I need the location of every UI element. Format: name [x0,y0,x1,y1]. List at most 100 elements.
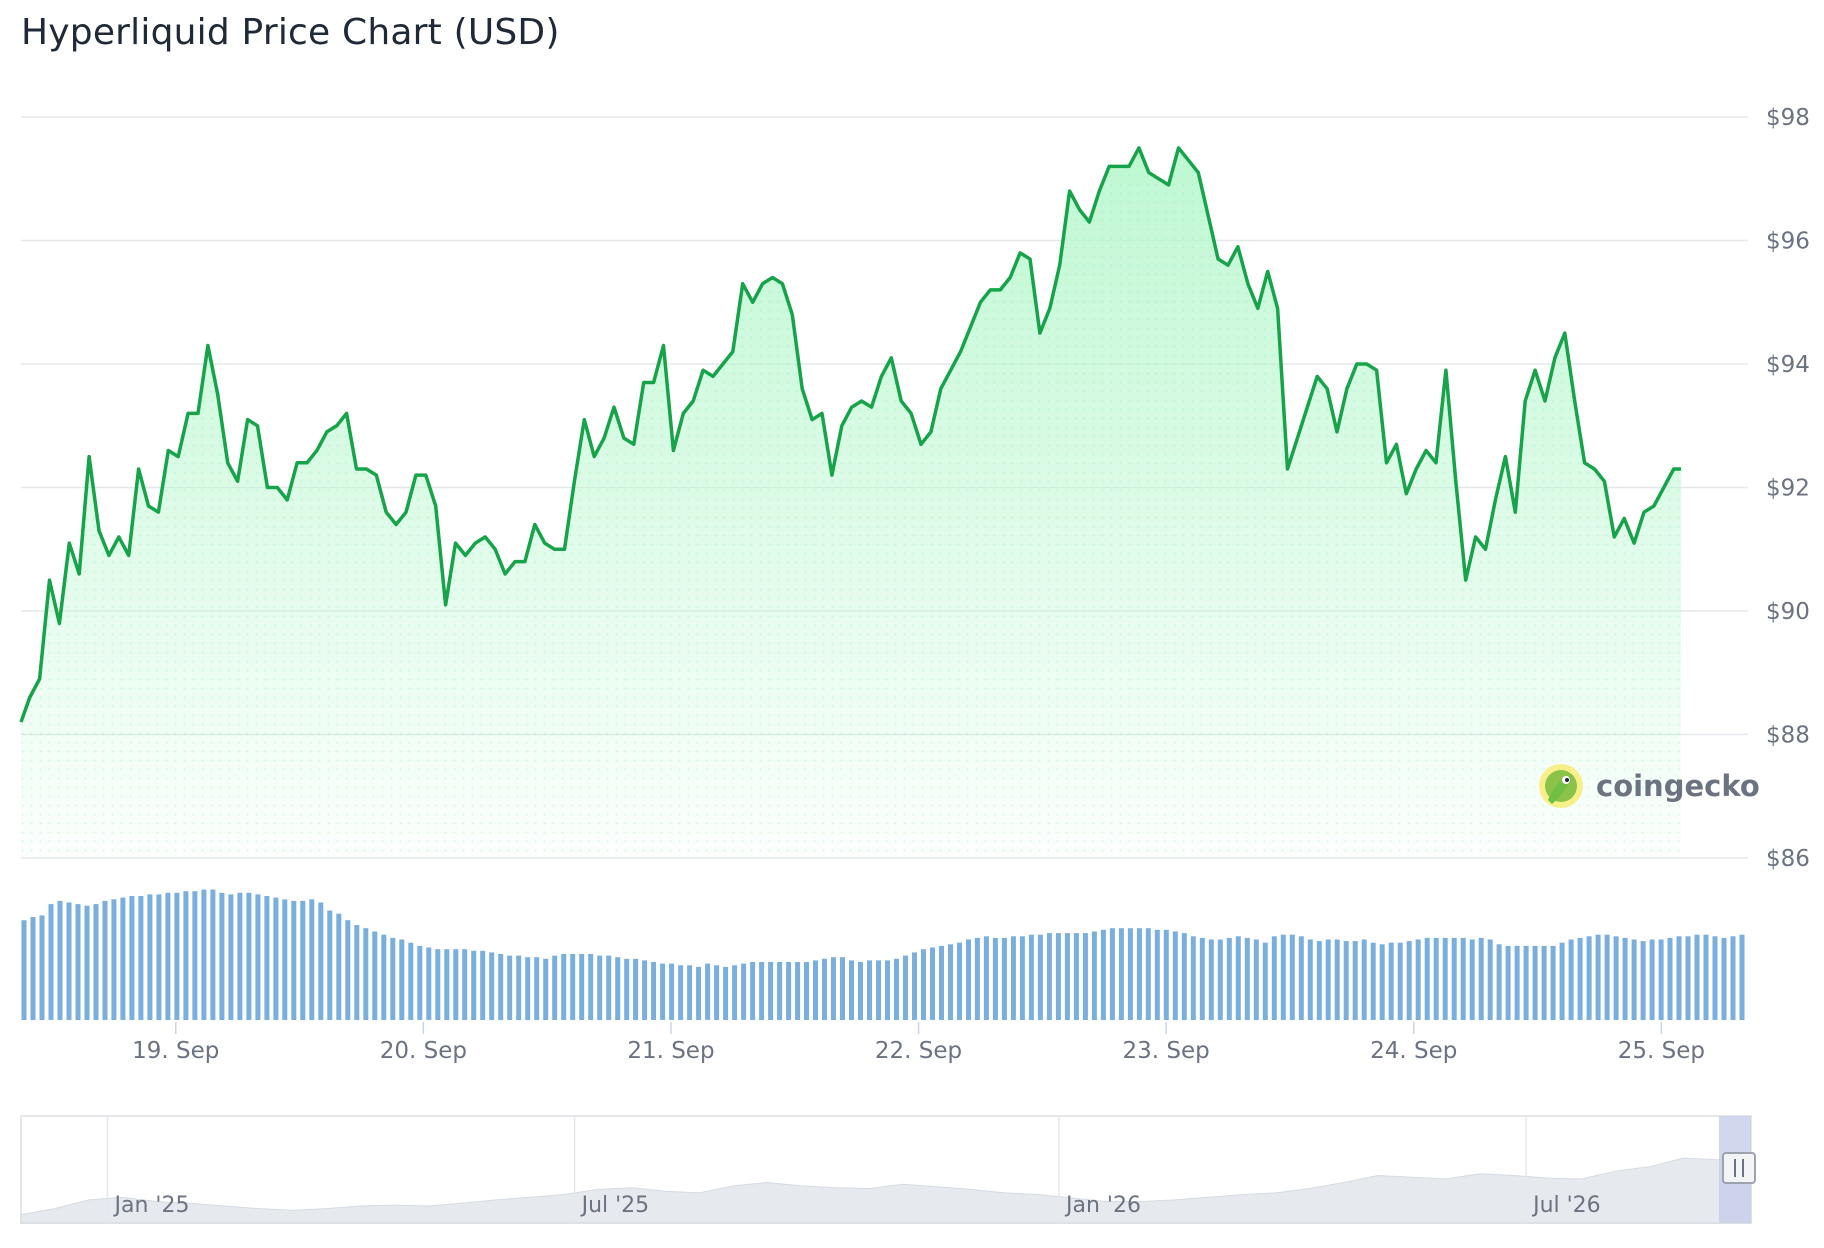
volume-bar [1190,936,1196,1020]
volume-bar [111,899,117,1020]
navigator-history-area [20,1155,1752,1224]
volume-bar [399,939,405,1020]
volume-bar [309,899,315,1020]
volume-bar [858,962,863,1020]
volume-bar [417,945,423,1020]
volume-bar [1676,936,1682,1020]
volume-bar [759,962,765,1020]
volume-bar [813,960,818,1020]
volume-bar [687,965,693,1020]
volume-bar [1622,937,1628,1020]
volume-bar [30,917,36,1020]
volume-bar [1496,944,1502,1020]
x-axis: 19. Sep 20. Sep 21. Sep 22. Sep 23. Sep 24. S… [132,1022,1705,1064]
volume-bar [1001,937,1007,1020]
x-tick-label: 19. Sep [132,1038,219,1064]
volume-bar [84,905,90,1020]
volume-bar [678,965,684,1020]
volume-bar [426,947,432,1020]
navigator-labels: Jan '25 Jul '25 Jan '26 Jul '26 [113,1193,1601,1218]
volume-bar [1604,934,1610,1020]
volume-bar [102,900,108,1020]
volume-bar [1730,936,1736,1020]
coingecko-watermark: coingecko [1539,764,1760,808]
volume-bar [624,958,630,1020]
volume-bar [300,900,306,1020]
y-axis: $98 $96 $94 $92 $90 $88 $86 [1766,105,1810,872]
chart-title: Hyperliquid Price Chart (USD) [21,12,560,53]
volume-bar [1541,945,1547,1020]
volume-bar [723,966,729,1020]
volume-bar [1082,933,1088,1020]
volume-bar [1586,936,1592,1020]
volume-bar [669,963,675,1020]
volume-bar [390,937,396,1020]
navigator-handle[interactable] [1722,1152,1756,1184]
volume-bar [1208,939,1214,1020]
volume-bar [1685,936,1691,1020]
volume-bar [1334,939,1340,1020]
volume-bar [435,949,441,1020]
volume-bar [57,900,63,1020]
volume-bar [1559,942,1565,1020]
volume-bar [786,962,792,1020]
volume-bar [1613,936,1619,1020]
volume-bar [1262,942,1268,1020]
price-line[interactable] [19,146,1682,723]
volume-bar [1379,944,1385,1020]
volume-bar [471,950,477,1020]
coingecko-brand-text: coingecko [1596,769,1760,803]
volume-bar [1550,945,1556,1020]
volume-bar [876,960,881,1020]
volume-bar [615,957,621,1020]
volume-bar [1055,933,1061,1020]
volume-bar [1640,941,1646,1020]
volume-bar [174,892,180,1020]
x-tick-label: 22. Sep [875,1038,962,1064]
volume-bar [1505,945,1511,1020]
navigator-label: Jan '26 [1064,1193,1141,1218]
volume-bar [228,894,234,1020]
volume-bar [696,966,702,1020]
volume-bar [1199,937,1205,1020]
volume-bar [1127,928,1133,1020]
price-line-group[interactable] [19,146,1682,723]
volume-bar [255,894,261,1020]
volume-bar [1100,929,1106,1020]
volume-bar [1325,939,1331,1020]
volume-bar [453,949,459,1020]
volume-bar [1406,941,1412,1020]
y-tick-label: $90 [1766,599,1810,625]
volume-bar [165,892,171,1020]
volume-bar [246,892,252,1020]
volume-bar [363,928,369,1020]
volume-bar [930,947,935,1020]
volume-bar [1226,937,1232,1020]
volume-bar [129,896,135,1020]
volume-bar [1739,934,1745,1020]
x-tick-label: 25. Sep [1618,1038,1705,1064]
volume-bar [1649,939,1655,1020]
volume-bar [561,954,567,1020]
volume-bar [48,904,54,1020]
range-navigator[interactable]: Jan '25 Jul '25 Jan '26 Jul '26 [20,1115,1756,1224]
volume-bar [885,960,890,1020]
volume-bar [741,963,747,1020]
volume-bar [1352,941,1358,1020]
volume-bar [633,958,639,1020]
volume-bar [39,915,45,1020]
volume-bar [219,892,225,1020]
volume-bar [939,945,944,1020]
volume-bar [921,949,926,1020]
volume-bar [1694,934,1700,1020]
price-area-dots [21,147,1682,858]
volume-bar [867,960,872,1020]
volume-bar [1163,929,1169,1020]
volume-bar [75,904,81,1020]
volume-bar [201,889,207,1020]
volume-bar [147,894,153,1020]
volume-bar [660,963,666,1020]
volume-bar [822,958,827,1020]
navigator-label: Jul '25 [580,1193,650,1218]
